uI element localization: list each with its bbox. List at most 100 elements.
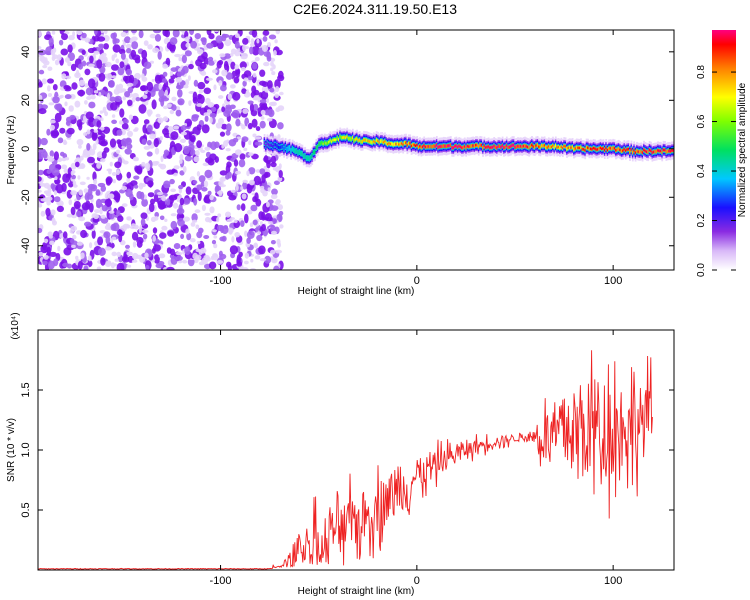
noise-blob xyxy=(278,70,284,79)
noise-blob xyxy=(118,120,124,125)
ridge-mid xyxy=(311,154,314,158)
noise-blob xyxy=(254,255,261,260)
ridge-mid xyxy=(288,146,291,150)
ridge-core xyxy=(589,147,592,150)
ridge-mid xyxy=(266,141,269,146)
noise-blob xyxy=(180,41,188,51)
noise-blob xyxy=(270,249,276,255)
ridge-core xyxy=(668,149,671,153)
noise-blob xyxy=(260,116,265,120)
noise-blob xyxy=(47,66,53,71)
noise-blob xyxy=(192,219,198,223)
noise-blob xyxy=(80,229,88,239)
ridge-core xyxy=(645,150,648,153)
noise-blob xyxy=(141,76,148,82)
noise-blob xyxy=(176,84,182,90)
noise-blob xyxy=(229,104,236,110)
noise-blob xyxy=(155,113,161,118)
noise-blob xyxy=(249,102,254,113)
noise-blob xyxy=(175,255,183,261)
noise-blob xyxy=(38,81,43,88)
noise-blob xyxy=(206,42,214,49)
noise-blob xyxy=(141,198,149,207)
noise-blob xyxy=(207,60,215,66)
noise-blob xyxy=(240,203,246,212)
noise-blob xyxy=(259,168,266,175)
noise-blob xyxy=(122,41,126,47)
colorbar-tick-label: 0.6 xyxy=(696,114,707,128)
noise-blob xyxy=(131,259,138,263)
ridge-core xyxy=(587,146,590,149)
ridge-mid xyxy=(280,145,283,149)
noise-blob xyxy=(116,129,123,136)
noise-blob xyxy=(154,216,159,221)
ridge-core xyxy=(463,145,466,148)
noise-blob xyxy=(159,203,167,210)
noise-blob xyxy=(275,86,280,93)
noise-blob xyxy=(91,229,96,239)
noise-blob xyxy=(50,119,56,124)
ridge-mid xyxy=(426,145,428,149)
noise-blob xyxy=(173,165,180,170)
ridge-core xyxy=(438,145,441,148)
ridge-core xyxy=(454,145,457,148)
noise-blob xyxy=(117,66,125,76)
noise-blob xyxy=(76,138,84,146)
ridge-mid xyxy=(286,148,288,152)
ridge-core xyxy=(596,148,599,151)
noise-blob xyxy=(77,260,83,270)
noise-blob xyxy=(219,170,228,176)
x-tick-label: 0 xyxy=(414,575,420,587)
ridge-mid xyxy=(314,150,316,154)
noise-blob xyxy=(40,210,46,217)
noise-blob xyxy=(166,266,175,270)
noise-blob xyxy=(212,253,219,261)
noise-blob xyxy=(196,184,203,191)
ridge-core xyxy=(578,146,581,150)
noise-blob xyxy=(154,147,160,155)
noise-blob xyxy=(224,39,232,47)
noise-blob xyxy=(62,231,68,239)
noise-blob xyxy=(178,203,183,213)
ridge-mid xyxy=(529,144,532,149)
noise-blob xyxy=(120,52,126,60)
noise-blob xyxy=(231,109,240,119)
noise-blob xyxy=(200,149,206,153)
noise-blob xyxy=(192,180,198,185)
ridge-core xyxy=(517,145,520,148)
ridge-core xyxy=(364,138,367,142)
noise-blob xyxy=(77,175,81,180)
noise-blob xyxy=(270,162,277,168)
noise-blob xyxy=(216,260,224,264)
noise-blob xyxy=(267,109,275,118)
noise-blob xyxy=(234,41,240,49)
ridge-mid xyxy=(588,147,591,151)
noise-blob xyxy=(185,36,191,40)
ridge-mid xyxy=(370,140,372,144)
noise-blob xyxy=(84,37,91,43)
noise-blob xyxy=(266,98,270,103)
noise-blob xyxy=(168,78,175,84)
noise-blob xyxy=(38,69,45,75)
noise-blob xyxy=(64,157,70,161)
ridge-core xyxy=(641,151,644,154)
ridge-core xyxy=(489,146,492,149)
noise-blob xyxy=(274,39,278,44)
noise-blob xyxy=(235,149,242,156)
ridge-mid xyxy=(283,146,286,151)
noise-blob xyxy=(49,124,56,131)
noise-blob xyxy=(273,50,277,56)
noise-blob xyxy=(158,88,165,98)
noise-blob xyxy=(261,174,266,184)
ridge-mid xyxy=(430,144,433,149)
noise-blob xyxy=(66,263,73,269)
noise-blob xyxy=(190,135,196,143)
ridge-core xyxy=(651,151,654,154)
noise-blob xyxy=(107,247,113,251)
noise-blob xyxy=(125,68,132,76)
noise-blob xyxy=(181,54,187,64)
noise-blob xyxy=(180,131,187,136)
ridge-mid xyxy=(309,155,312,160)
noise-blob xyxy=(68,35,75,41)
noise-blob xyxy=(96,266,102,270)
